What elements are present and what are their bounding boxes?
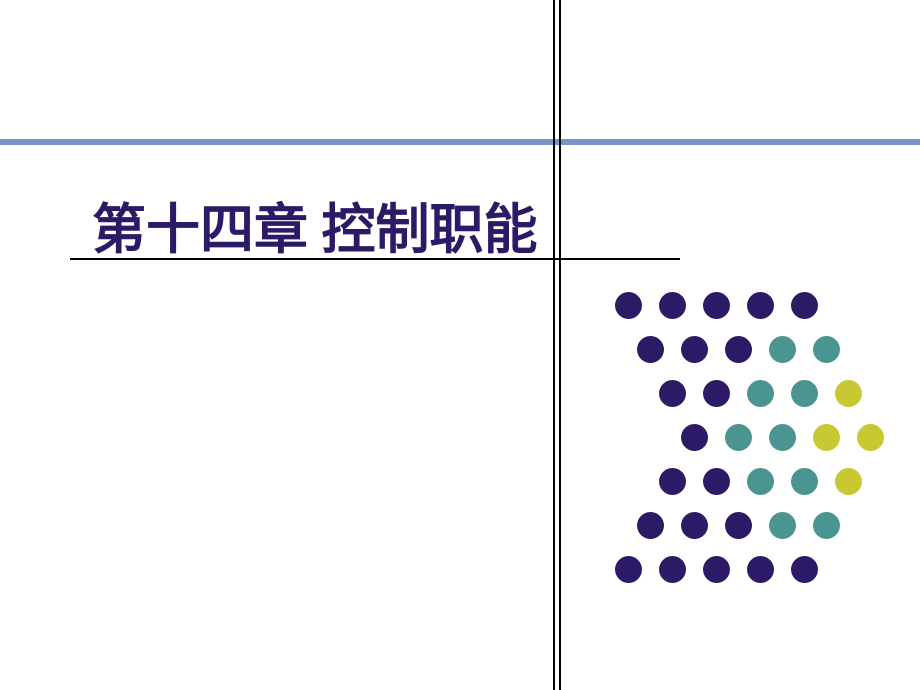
slide-title: 第十四章 控制职能	[92, 185, 538, 264]
dot	[835, 380, 862, 407]
dot	[791, 380, 818, 407]
dot	[681, 336, 708, 363]
dot	[659, 468, 686, 495]
dot	[813, 512, 840, 539]
dot	[703, 380, 730, 407]
dot	[747, 556, 774, 583]
dot	[659, 380, 686, 407]
dot	[769, 424, 796, 451]
dot	[725, 424, 752, 451]
dot	[747, 468, 774, 495]
dot	[857, 424, 884, 451]
dot	[659, 292, 686, 319]
dot	[725, 512, 752, 539]
dot	[769, 336, 796, 363]
dot	[769, 512, 796, 539]
dot	[725, 336, 752, 363]
dot	[813, 424, 840, 451]
vertical-line-2	[559, 0, 561, 690]
dot	[703, 468, 730, 495]
dot	[703, 556, 730, 583]
dot	[747, 380, 774, 407]
dot	[637, 336, 664, 363]
dot	[791, 556, 818, 583]
horizontal-rule	[0, 139, 920, 145]
dot	[791, 468, 818, 495]
dot	[791, 292, 818, 319]
dot	[637, 512, 664, 539]
dot	[615, 292, 642, 319]
dot	[659, 556, 686, 583]
dot	[813, 336, 840, 363]
vertical-line-1	[553, 0, 555, 690]
dot	[835, 468, 862, 495]
dot	[747, 292, 774, 319]
dot	[615, 556, 642, 583]
title-underline	[70, 258, 680, 260]
dot	[681, 512, 708, 539]
dot	[703, 292, 730, 319]
dot	[681, 424, 708, 451]
